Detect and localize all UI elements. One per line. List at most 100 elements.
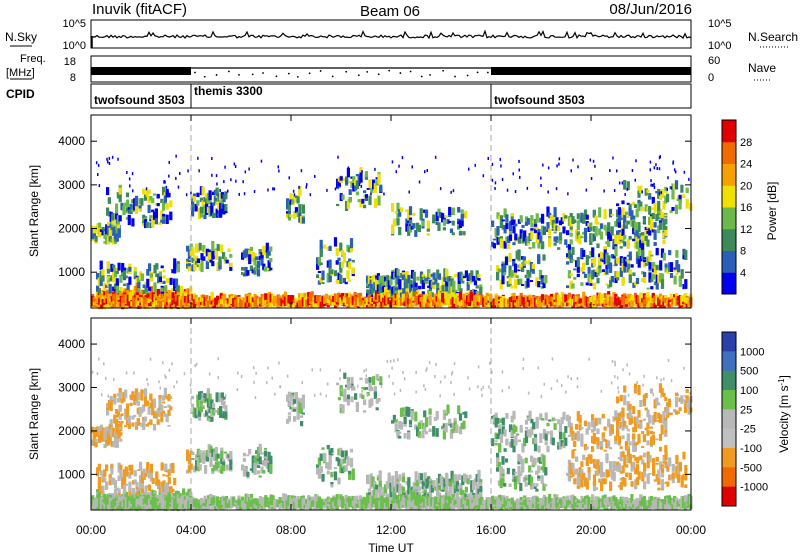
heatmap-cell [237, 302, 241, 308]
heatmap-speckle [518, 168, 520, 172]
heatmap-cell [614, 241, 618, 250]
heatmap-cell [169, 486, 173, 494]
heatmap-cell [642, 216, 646, 224]
heatmap-cell [355, 180, 359, 190]
heatmap-cell [167, 409, 171, 416]
heatmap-cell [117, 225, 121, 233]
heatmap-cell [248, 448, 252, 455]
heatmap-cell [580, 302, 584, 306]
heatmap-cell [124, 210, 128, 214]
heatmap-cell [574, 229, 579, 238]
heatmap-cell [332, 472, 336, 474]
heatmap-speckle [293, 193, 296, 197]
heatmap-cell [359, 201, 363, 208]
heatmap-cell [583, 227, 588, 238]
heatmap-cell [463, 275, 467, 278]
heatmap-cell [664, 186, 668, 191]
heatmap-cell [215, 187, 219, 196]
heatmap-cell [212, 212, 216, 219]
heatmap-cell [448, 281, 452, 288]
heatmap-cell [193, 255, 197, 259]
heatmap-cell [105, 443, 109, 446]
heatmap-cell [253, 267, 257, 275]
heatmap-cell [503, 448, 507, 452]
heatmap-cell [221, 295, 225, 303]
heatmap-cell [524, 260, 528, 264]
heatmap-speckle [540, 184, 542, 187]
heatmap-cell [216, 461, 220, 469]
heatmap-cell [210, 300, 214, 305]
heatmap-cell [344, 281, 348, 285]
heatmap-cell [258, 456, 262, 465]
heatmap-cell [124, 275, 128, 279]
heatmap-cell [267, 250, 271, 255]
heatmap-cell [140, 389, 144, 400]
heatmap-cell [646, 226, 650, 229]
heatmap-cell [220, 413, 224, 418]
heatmap-cell [94, 300, 98, 306]
heatmap-cell [176, 491, 180, 497]
heatmap-cell [136, 418, 140, 426]
heatmap-cell [335, 260, 339, 265]
heatmap-cell [619, 239, 623, 242]
heatmap-cell [585, 446, 589, 450]
heatmap-cell [106, 426, 111, 431]
nave-dot [486, 71, 489, 74]
heatmap-cell [533, 442, 538, 452]
heatmap-cell [612, 239, 616, 248]
heatmap-cell [196, 394, 200, 402]
heatmap-cell [133, 297, 138, 305]
heatmap-cell [405, 223, 409, 232]
heatmap-cell [412, 285, 416, 293]
heatmap-cell [653, 304, 657, 308]
heatmap-cell [666, 299, 670, 306]
heatmap-cell [164, 494, 168, 500]
heatmap-cell [269, 293, 273, 303]
heatmap-cell [162, 269, 166, 273]
heatmap-cell [548, 238, 552, 247]
heatmap-cell [375, 177, 379, 180]
heatmap-cell [296, 397, 300, 407]
heatmap-cell [167, 299, 171, 304]
heatmap-cell [307, 292, 311, 302]
heatmap-cell [580, 212, 584, 218]
heatmap-cell [391, 271, 395, 279]
heatmap-cell [436, 287, 440, 297]
heatmap-cell [621, 200, 625, 205]
heatmap-cell [589, 227, 593, 232]
heatmap-cell [255, 264, 259, 271]
heatmap-cell [99, 488, 103, 494]
heatmap-speckle [439, 187, 442, 191]
heatmap-cell [401, 492, 406, 495]
heatmap-cell [122, 205, 126, 216]
heatmap-cell [517, 269, 521, 272]
heatmap-cell [323, 244, 327, 249]
heatmap-speckle [626, 187, 628, 191]
heatmap-cell [267, 253, 271, 256]
heatmap-cell [628, 298, 632, 302]
heatmap-cell [501, 219, 505, 222]
heatmap-cell [293, 408, 297, 412]
heatmap-cell [480, 294, 484, 304]
heatmap-cell [408, 302, 413, 308]
heatmap-cell [583, 443, 588, 451]
heatmap-cell [108, 227, 112, 238]
heatmap-cell [287, 213, 291, 218]
heatmap-cell [163, 195, 167, 204]
heatmap-cell [596, 277, 600, 284]
heatmap-cell [594, 271, 598, 277]
heatmap-cell [682, 284, 686, 290]
heatmap-cell [191, 247, 195, 256]
heatmap-speckle [97, 173, 99, 176]
heatmap-cell [368, 179, 372, 189]
heatmap-cell [619, 267, 623, 277]
heatmap-cell [192, 293, 196, 304]
heatmap-cell [326, 445, 330, 450]
heatmap-cell [339, 242, 343, 252]
heatmap-cell [508, 424, 513, 433]
heatmap-cell [363, 410, 367, 413]
heatmap-cell [626, 263, 631, 273]
heatmap-cell [269, 464, 273, 475]
heatmap-cell [664, 226, 668, 232]
heatmap-cell [203, 297, 207, 306]
